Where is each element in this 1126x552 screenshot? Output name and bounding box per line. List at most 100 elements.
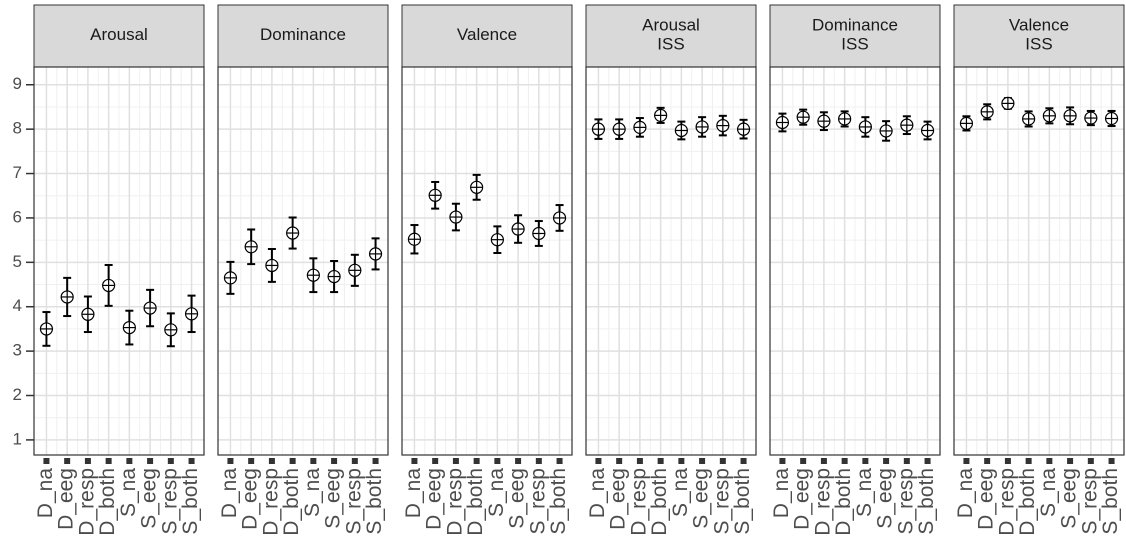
x-tick-label: D_both [648, 468, 671, 536]
x-tick-label: S_both [1099, 468, 1122, 535]
x-tick [452, 458, 459, 464]
x-tick [64, 458, 71, 464]
x-tick-label: S_na [117, 468, 140, 517]
point [1063, 109, 1077, 123]
x-tick-label: S_resp [342, 468, 365, 535]
x-tick [494, 458, 501, 464]
x-tick [248, 458, 255, 464]
x-tick-label: S_na [485, 468, 508, 517]
strip-title: Dominance ISS [812, 16, 898, 54]
point [736, 122, 751, 136]
point [775, 115, 790, 130]
x-tick-label: D_resp [443, 468, 466, 536]
strip-title: Valence [457, 25, 517, 44]
x-tick-label: D_na [402, 468, 425, 519]
panel-border [769, 66, 941, 456]
point [1022, 112, 1036, 126]
x-tick [331, 458, 338, 464]
y-tick-label: 4 [13, 296, 22, 315]
panel-border [401, 66, 573, 456]
x-tick-label: S_na [853, 468, 876, 517]
y-tick-label: 7 [13, 163, 22, 182]
x-tick-label: S_eeg [690, 468, 713, 529]
x-tick-label: S_resp [158, 468, 181, 535]
point [143, 301, 157, 315]
x-tick [411, 458, 418, 464]
x-tick [227, 458, 234, 464]
point [695, 120, 709, 134]
x-tick [740, 458, 747, 464]
x-tick [595, 458, 602, 464]
x-tick [310, 458, 317, 464]
point [654, 108, 668, 122]
x-tick-label: D_na [218, 468, 241, 519]
x-tick-label: S_resp [1078, 468, 1101, 535]
point [633, 120, 647, 134]
x-tick [556, 458, 563, 464]
strip [953, 4, 1125, 68]
x-tick-label: S_both [179, 468, 202, 535]
y-tick-label: 6 [13, 207, 22, 226]
panel-border [33, 66, 205, 456]
point [858, 120, 872, 134]
point [81, 307, 95, 321]
strip-title: Valence ISS [1009, 16, 1069, 54]
x-tick [616, 458, 623, 464]
x-tick-label: D_na [586, 468, 609, 519]
y-tick-label: 8 [13, 119, 22, 138]
x-tick [1004, 458, 1011, 464]
x-tick-label: D_resp [75, 468, 98, 536]
strip [217, 4, 389, 68]
point [368, 247, 383, 261]
x-tick [473, 458, 480, 464]
point [511, 222, 525, 236]
point [920, 123, 935, 138]
point [327, 269, 341, 284]
x-tick [1046, 458, 1053, 464]
strip [33, 4, 205, 68]
x-tick-label: D_na [770, 468, 793, 519]
x-tick [636, 458, 643, 464]
x-tick-label: D_resp [811, 468, 834, 536]
strip [401, 4, 573, 68]
x-tick [1067, 458, 1074, 464]
x-tick-label: D_eeg [239, 468, 262, 530]
x-tick [800, 458, 807, 464]
x-tick-label: D_resp [995, 468, 1018, 536]
x-tick [862, 458, 869, 464]
x-tick-label: D_na [34, 468, 57, 519]
x-tick-label: S_eeg [874, 468, 897, 529]
x-tick [779, 458, 786, 464]
strip-title: Arousal ISS [642, 16, 700, 54]
x-tick-label: D_resp [259, 468, 282, 536]
panel-border [953, 66, 1125, 456]
x-tick [1108, 458, 1115, 464]
y-tick-label: 2 [13, 385, 22, 404]
x-tick [126, 458, 133, 464]
x-tick-label: S_both [547, 468, 570, 535]
x-tick-label: D_both [832, 468, 855, 536]
point [164, 323, 178, 337]
point [838, 112, 852, 126]
point [1084, 111, 1098, 125]
x-tick [984, 458, 991, 464]
x-tick [515, 458, 522, 464]
x-tick [924, 458, 931, 464]
point [552, 211, 567, 225]
x-tick-label: S_resp [710, 468, 733, 535]
x-tick [43, 458, 50, 464]
x-tick-label: D_resp [627, 468, 650, 536]
x-tick-label: D_both [464, 468, 487, 536]
point [60, 290, 74, 304]
panel-border [585, 66, 757, 456]
point [980, 105, 994, 119]
point [122, 320, 136, 335]
x-tick-label: D_both [96, 468, 119, 536]
x-tick [699, 458, 706, 464]
x-tick-label: S_both [731, 468, 754, 535]
x-tick [535, 458, 542, 464]
point [591, 122, 606, 136]
y-tick-label: 5 [13, 252, 22, 271]
x-tick [147, 458, 154, 464]
